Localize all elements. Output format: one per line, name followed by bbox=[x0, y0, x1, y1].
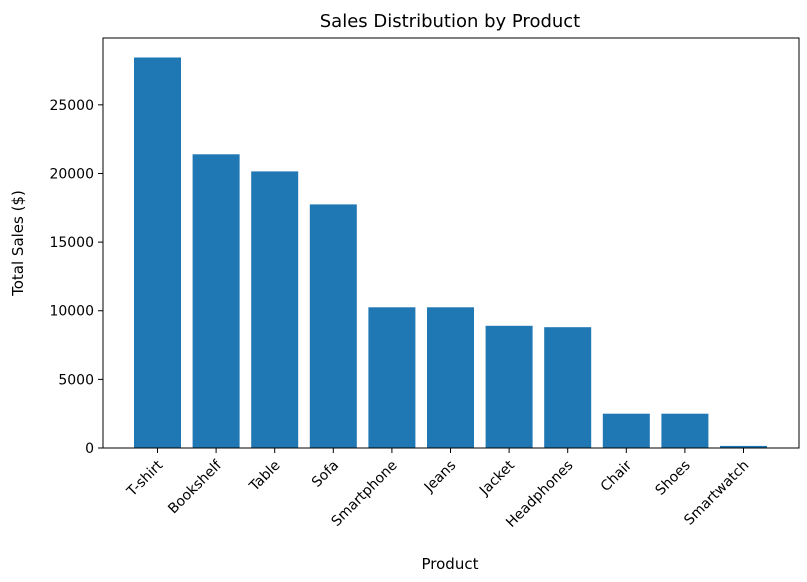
y-tick-label: 5000 bbox=[58, 372, 94, 388]
bar-t-shirt bbox=[134, 57, 181, 448]
x-tick-label: Chair bbox=[598, 457, 636, 495]
bar-shoes bbox=[661, 413, 709, 448]
x-axis-label: Product bbox=[422, 555, 479, 573]
y-tick-label: 0 bbox=[85, 441, 94, 457]
x-tick-label: Jeans bbox=[421, 458, 460, 497]
plot-frame bbox=[102, 37, 800, 449]
x-tick-label: Bookshelf bbox=[165, 457, 225, 517]
bar-smartphone bbox=[368, 307, 416, 448]
y-tick-label: 10000 bbox=[49, 304, 94, 320]
bar-jeans bbox=[427, 307, 474, 448]
y-axis-label: Total Sales ($) bbox=[9, 190, 27, 297]
chart-title: Sales Distribution by Product bbox=[320, 11, 581, 32]
bar-chair bbox=[602, 413, 650, 448]
bar-bookshelf bbox=[192, 154, 240, 449]
y-axis: 0 5000 10000 15000 20000 25000 bbox=[49, 98, 103, 457]
x-tick-label: Table bbox=[246, 458, 284, 496]
x-tick-label: Shoes bbox=[653, 458, 694, 499]
y-tick-label: 20000 bbox=[49, 166, 94, 182]
x-tick-label: Sofa bbox=[309, 458, 342, 491]
y-tick-label: 25000 bbox=[49, 98, 94, 114]
bars-group bbox=[134, 57, 767, 449]
bar-jacket bbox=[485, 325, 533, 448]
x-tick-label: Jacket bbox=[476, 457, 518, 499]
bar-smartwatch bbox=[720, 445, 767, 448]
x-tick-label: T-shirt bbox=[123, 457, 166, 500]
bar-table bbox=[251, 171, 299, 448]
bar-sofa bbox=[309, 204, 357, 448]
y-tick-label: 15000 bbox=[49, 235, 94, 251]
bar-headphones bbox=[544, 327, 592, 448]
